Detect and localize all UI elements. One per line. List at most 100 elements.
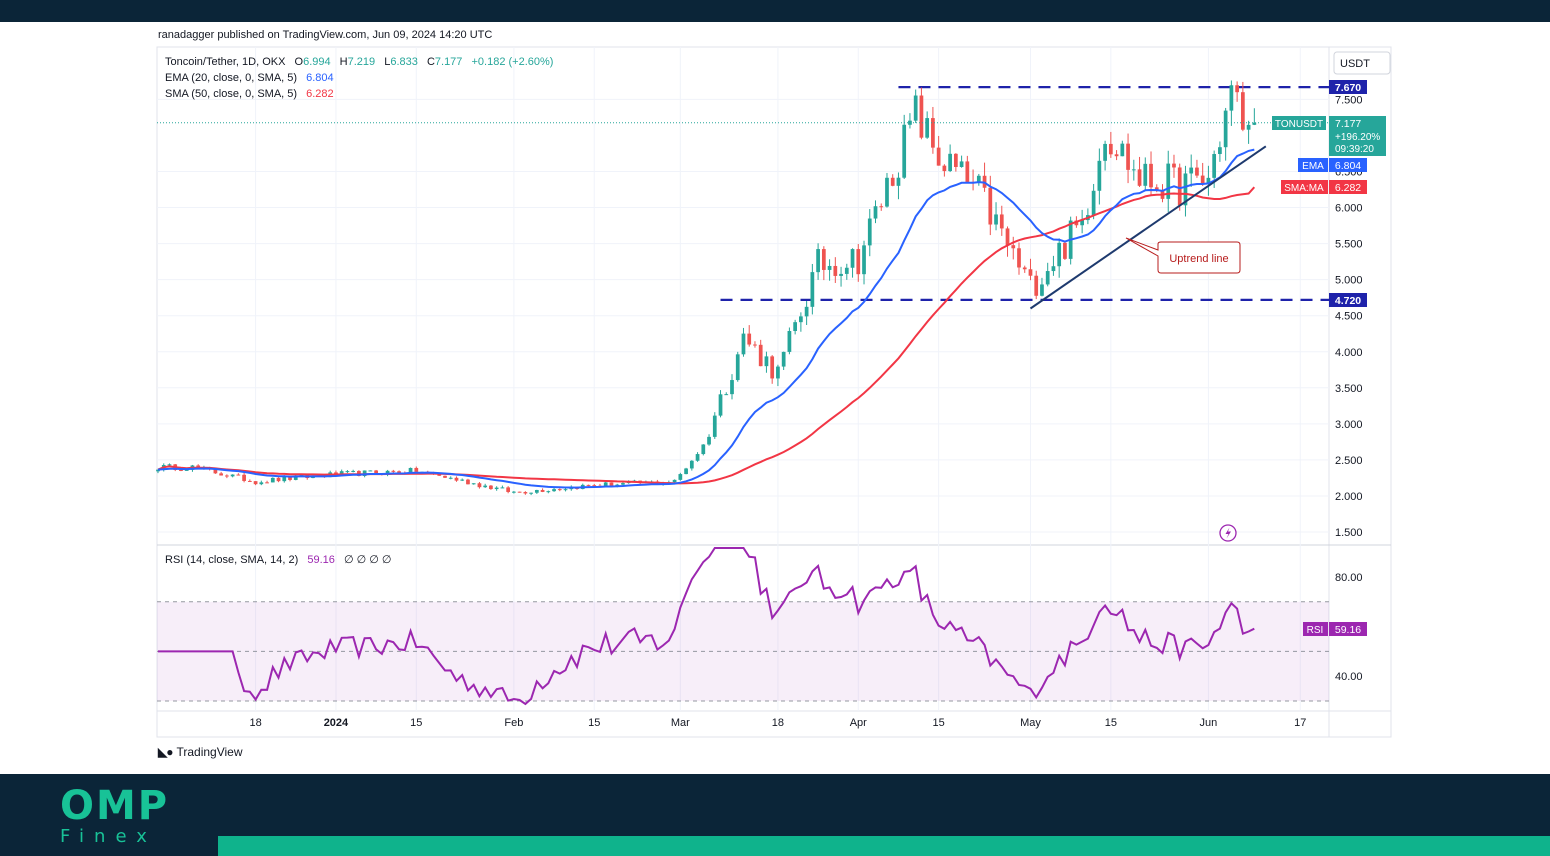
symbol-tag-label: TONUSDT [1275, 119, 1323, 130]
rsi-line [158, 547, 1255, 706]
candle-body [259, 482, 264, 485]
candle-body [546, 491, 551, 493]
levels [720, 86, 1329, 301]
candle-body [1149, 163, 1153, 188]
currency-label: USDT [1340, 58, 1370, 70]
support-value: 4.720 [1335, 295, 1361, 307]
rsi-legend-value: 59.16 [307, 554, 335, 566]
candle-body [1034, 275, 1039, 296]
legend-low: 6.833 [390, 56, 418, 68]
candle-body [942, 165, 947, 172]
candle-body [913, 95, 918, 121]
candle-body [959, 161, 964, 167]
legend-l-label: L [384, 56, 390, 68]
time-tick-label: 15 [1105, 717, 1117, 729]
time-tick-label: 18 [772, 717, 784, 729]
ema-legend-value: 6.804 [306, 72, 334, 84]
candle-body [477, 483, 482, 488]
candle-body [948, 153, 952, 172]
candle-body [758, 344, 763, 367]
legend-close: 7.177 [435, 56, 463, 68]
candle-body [368, 470, 373, 472]
symbol-tag: TONUSDT [1272, 116, 1326, 130]
candle-body [833, 265, 838, 276]
candle-body [1108, 143, 1113, 155]
candle-body [741, 333, 746, 355]
ema-legend: EMA (20, close, 0, SMA, 5) 6.804 [165, 72, 334, 84]
candle-body [219, 473, 224, 476]
candle-body [1057, 242, 1062, 267]
candle-body [827, 265, 832, 270]
candle-body [707, 436, 711, 445]
time-tick-label: Apr [850, 717, 867, 729]
candle-body [879, 206, 884, 208]
candle-body [1074, 220, 1079, 226]
candle-body [517, 491, 522, 493]
legend-open: 6.994 [303, 56, 331, 68]
tradingview-logo[interactable]: ◣● TradingView [158, 745, 243, 759]
candle-body [994, 214, 998, 225]
price-tick-label: 5.000 [1335, 275, 1363, 287]
candle-body [919, 95, 924, 138]
candle-body [454, 477, 459, 481]
candle-body [512, 491, 516, 493]
candle-body [1235, 85, 1239, 93]
uptrend-line [1029, 145, 1267, 310]
time-axis[interactable]: 18 2024 15 Feb 15 Mar 18 Apr 15 May 15 Jun 17 [249, 717, 1306, 729]
candle-body [896, 177, 901, 186]
sma-tag-label: SMA:MA [1284, 183, 1324, 194]
candle-body [804, 306, 809, 317]
candle-body [500, 487, 505, 489]
candle-body [1114, 154, 1119, 157]
candle-body [253, 481, 258, 485]
candle-body [196, 465, 201, 468]
candle-body [695, 454, 700, 461]
candle-body [776, 366, 780, 379]
candle-body [747, 333, 752, 345]
candle-body [931, 118, 935, 148]
candle-body [936, 147, 941, 166]
chart-legend: Toncoin/Tether, 1D, OKX O6.994 H7.219 L6… [165, 56, 553, 566]
candle-body [1223, 110, 1228, 148]
candle-body [345, 471, 350, 473]
candle-body [230, 474, 235, 477]
candle-body [609, 482, 614, 487]
candle-body [1166, 163, 1171, 199]
candle-body [592, 485, 597, 487]
resistance-value: 7.670 [1335, 82, 1361, 94]
candle-body [1040, 284, 1044, 296]
time-tick-label: Mar [671, 717, 690, 729]
candle-body [1080, 220, 1085, 226]
candle-body [1097, 160, 1102, 191]
legend-change: +0.182 (+2.60%) [471, 56, 553, 68]
rsi-pane [157, 601, 1329, 702]
candle-body [184, 469, 189, 471]
candle-body [965, 161, 970, 182]
price-tick-label: 5.500 [1335, 239, 1363, 251]
candle-body [890, 177, 895, 186]
currency-selector[interactable]: USDT [1333, 51, 1391, 75]
candle-body [770, 356, 775, 379]
candle-body [265, 482, 269, 484]
candle-body [684, 468, 688, 475]
candle-body [437, 473, 442, 476]
candle-body [712, 415, 717, 437]
candle-body [821, 249, 826, 270]
candle-body [902, 124, 907, 178]
lightning-icon[interactable] [1219, 524, 1237, 542]
candle-body [552, 489, 556, 492]
legend-o-label: O [295, 56, 304, 68]
last-price-tag: 7.177 +196.20% 09:39:20 [1329, 116, 1386, 156]
candle-body [397, 471, 401, 474]
time-tick-label: 15 [410, 717, 422, 729]
candle-body [1172, 163, 1176, 168]
time-tick-label: 15 [588, 717, 600, 729]
time-tick-label: Feb [504, 717, 523, 729]
sma-legend-value: 6.282 [306, 88, 334, 100]
candle-body [867, 218, 872, 246]
candle-body [873, 206, 878, 219]
time-tick-label: 17 [1294, 717, 1306, 729]
candle-body [247, 480, 252, 482]
ema-legend-label: EMA (20, close, 0, SMA, 5) [165, 72, 297, 84]
